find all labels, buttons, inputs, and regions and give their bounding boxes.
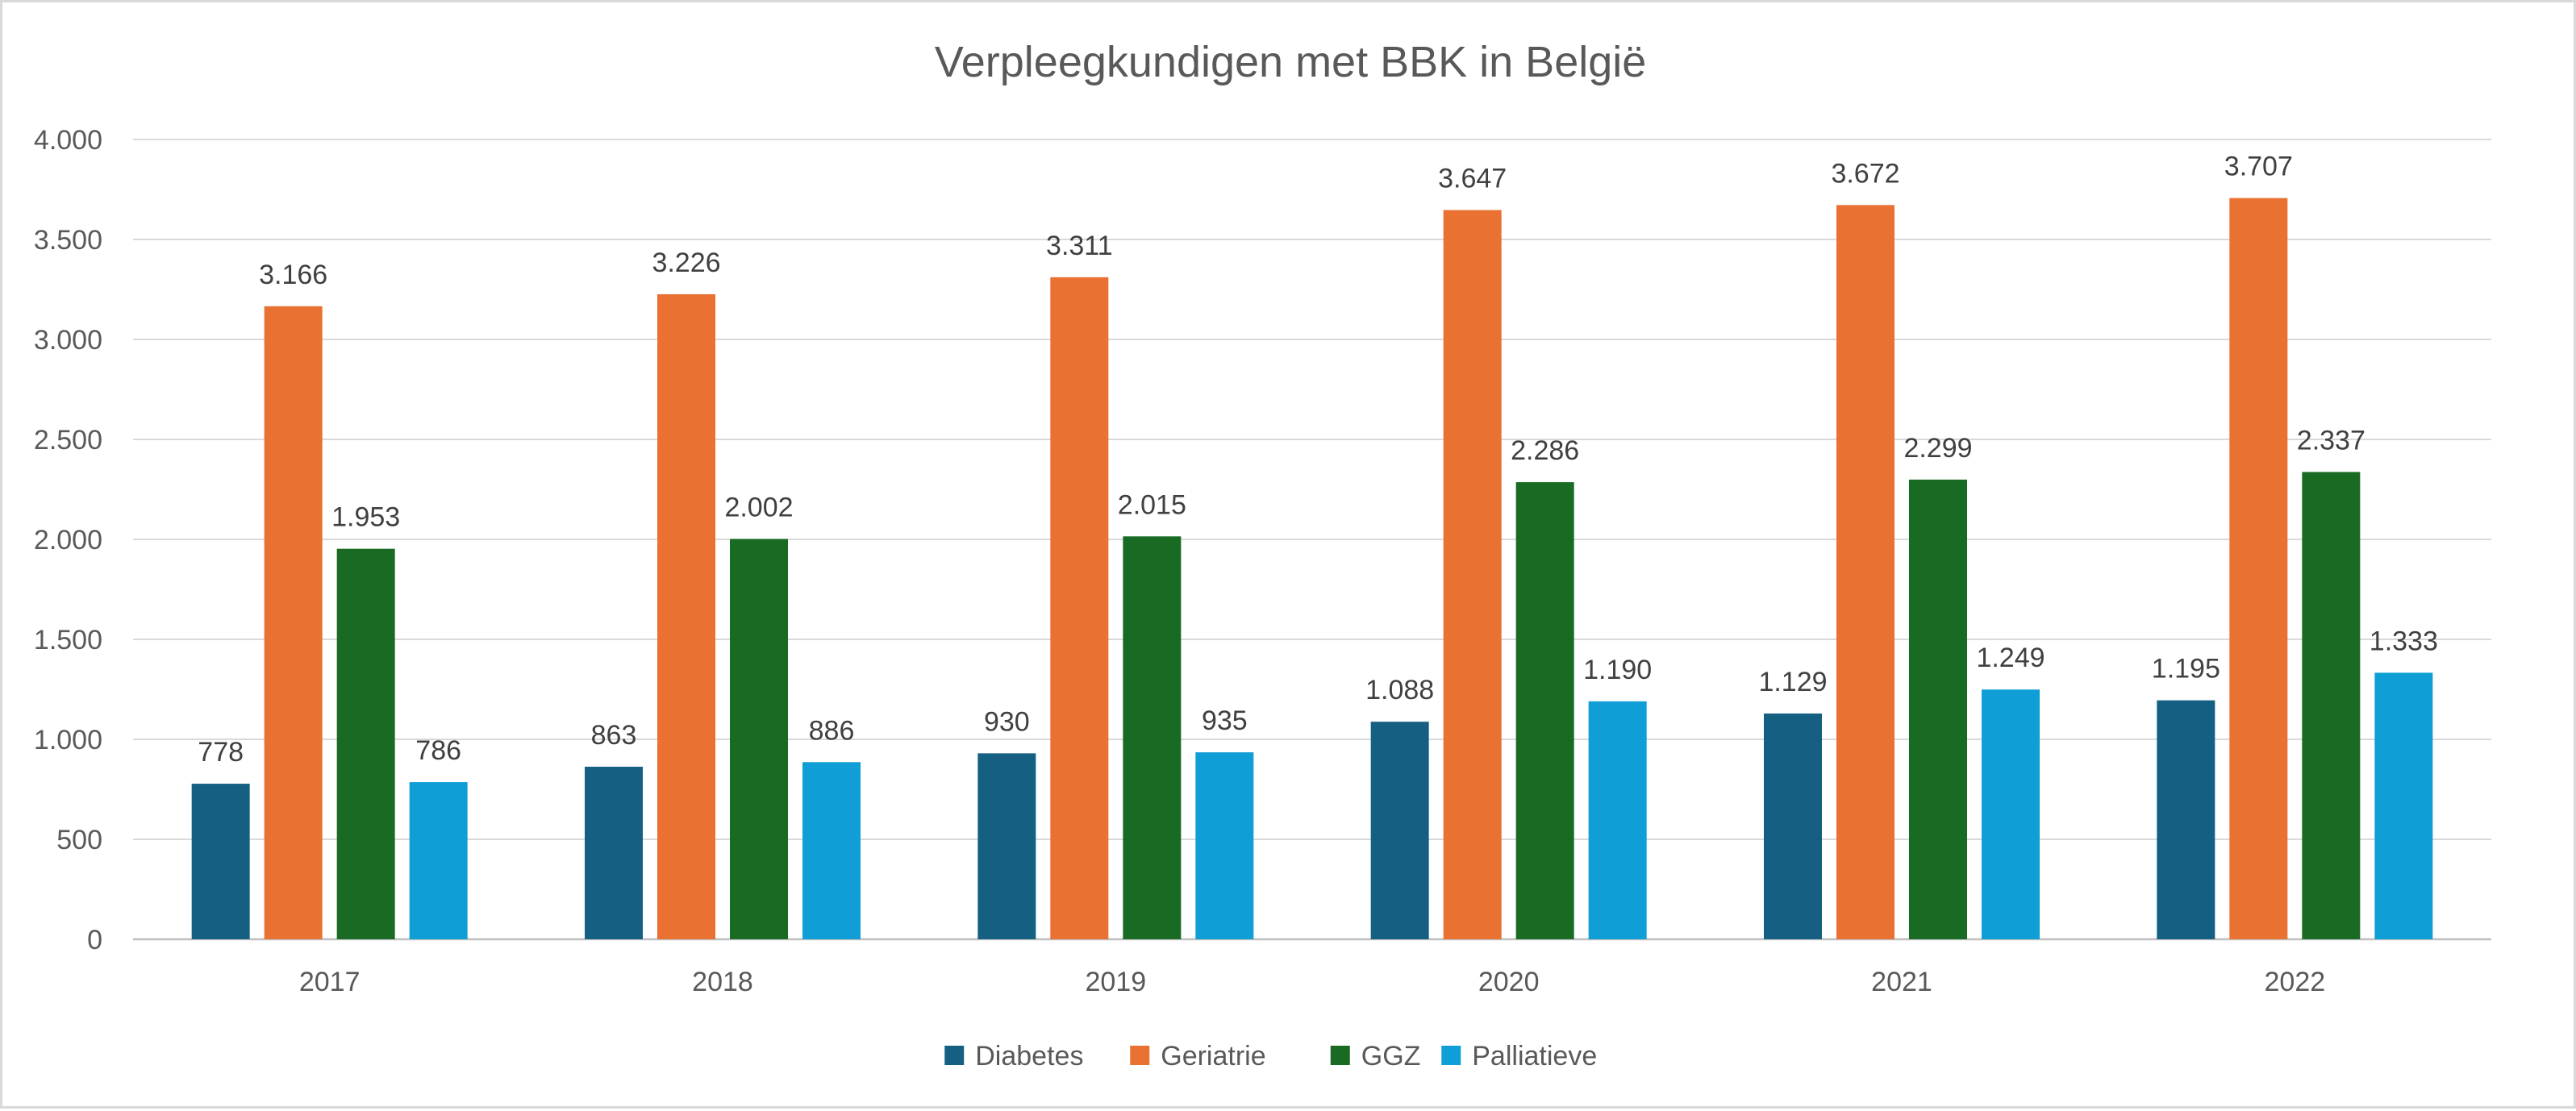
data-label-ggz-2022: 2.337 bbox=[2297, 425, 2366, 456]
bar-geriatrie-2021 bbox=[1836, 205, 1894, 939]
data-label-diabetes-2017: 778 bbox=[198, 737, 244, 768]
data-label-ggz-2021: 2.299 bbox=[1903, 433, 1972, 464]
data-label-diabetes-2020: 1.088 bbox=[1365, 675, 1434, 705]
bar-geriatrie-2018 bbox=[657, 293, 715, 939]
data-label-ggz-2017: 1.953 bbox=[331, 502, 400, 533]
data-label-geriatrie-2021: 3.672 bbox=[1831, 158, 1899, 189]
y-tick-label: 1.500 bbox=[34, 625, 102, 655]
bar-ggz-2017 bbox=[336, 548, 395, 939]
legend-item-palliatieve: Palliatieve bbox=[1441, 1041, 1597, 1071]
legend-label: GGZ bbox=[1361, 1041, 1421, 1071]
gridlines bbox=[133, 139, 2491, 941]
x-axis-ticks: 2017 2018 2019 2020 2021 2022 bbox=[299, 967, 2325, 997]
data-label-diabetes-2022: 1.195 bbox=[2152, 654, 2220, 684]
bars bbox=[191, 198, 2433, 939]
data-label-diabetes-2019: 930 bbox=[984, 706, 1030, 737]
legend-label: Geriatrie bbox=[1161, 1041, 1265, 1071]
bar-diabetes-2022 bbox=[2157, 700, 2215, 939]
bar-ggz-2022 bbox=[2302, 472, 2361, 939]
bar-diabetes-2018 bbox=[585, 766, 643, 939]
x-tick-label: 2017 bbox=[299, 967, 361, 997]
legend-swatch bbox=[944, 1046, 965, 1065]
bar-geriatrie-2017 bbox=[264, 306, 323, 939]
data-label-palliatieve-2022: 1.333 bbox=[2370, 626, 2438, 656]
data-label-palliatieve-2020: 1.190 bbox=[1583, 655, 1652, 685]
y-tick-label: 0 bbox=[87, 925, 102, 955]
bar-ggz-2021 bbox=[1909, 479, 1967, 939]
data-label-geriatrie-2017: 3.166 bbox=[259, 260, 327, 290]
bar-palliatieve-2019 bbox=[1195, 752, 1254, 939]
bar-geriatrie-2019 bbox=[1050, 277, 1109, 939]
bar-palliatieve-2018 bbox=[802, 762, 861, 939]
legend: Diabetes Geriatrie GGZ Palliatieve bbox=[944, 1041, 1597, 1071]
bar-diabetes-2021 bbox=[1764, 714, 1822, 939]
bar-ggz-2019 bbox=[1123, 536, 1182, 939]
legend-item-diabetes: Diabetes bbox=[944, 1041, 1083, 1071]
y-tick-label: 2.000 bbox=[34, 525, 102, 556]
chart-title: Verpleegkundigen met BBK in België bbox=[935, 38, 1647, 86]
bar-diabetes-2019 bbox=[977, 753, 1036, 939]
bar-palliatieve-2017 bbox=[409, 782, 468, 939]
data-label-ggz-2018: 2.002 bbox=[724, 493, 793, 523]
legend-item-ggz: GGZ bbox=[1330, 1041, 1421, 1071]
y-axis-ticks: 0 500 1.000 1.500 2.000 2.500 3.000 3.500 4.000 bbox=[34, 125, 102, 955]
legend-swatch bbox=[1330, 1046, 1350, 1065]
y-tick-label: 4.000 bbox=[34, 125, 102, 156]
legend-swatch bbox=[1441, 1046, 1461, 1065]
data-label-palliatieve-2019: 935 bbox=[1202, 705, 1248, 736]
bar-diabetes-2017 bbox=[191, 784, 250, 939]
legend-label: Palliatieve bbox=[1472, 1041, 1597, 1071]
bar-palliatieve-2022 bbox=[2374, 672, 2433, 939]
bar-ggz-2020 bbox=[1515, 482, 1574, 939]
data-labels: 778 3.166 1.953 786 863 3.226 2.002 886 930 3.311… bbox=[198, 152, 2438, 768]
data-label-palliatieve-2017: 786 bbox=[415, 735, 461, 766]
y-tick-label: 1.000 bbox=[34, 725, 102, 755]
data-label-ggz-2020: 2.286 bbox=[1511, 435, 1579, 466]
data-label-diabetes-2018: 863 bbox=[591, 720, 637, 751]
data-label-ggz-2019: 2.015 bbox=[1118, 489, 1186, 520]
x-tick-label: 2020 bbox=[1478, 967, 1540, 997]
bar-ggz-2018 bbox=[730, 539, 788, 939]
x-tick-label: 2018 bbox=[692, 967, 753, 997]
legend-swatch bbox=[1130, 1046, 1150, 1065]
x-tick-label: 2019 bbox=[1086, 967, 1147, 997]
x-tick-label: 2022 bbox=[2265, 967, 2326, 997]
y-tick-label: 500 bbox=[56, 825, 102, 855]
bar-geriatrie-2020 bbox=[1443, 210, 1502, 939]
data-label-palliatieve-2021: 1.249 bbox=[1976, 643, 2045, 673]
bar-diabetes-2020 bbox=[1370, 722, 1429, 939]
y-tick-label: 3.000 bbox=[34, 325, 102, 356]
bar-geriatrie-2022 bbox=[2229, 198, 2288, 939]
x-tick-label: 2021 bbox=[1871, 967, 1932, 997]
data-label-diabetes-2021: 1.129 bbox=[1758, 667, 1827, 697]
y-tick-label: 2.500 bbox=[34, 425, 102, 456]
legend-item-geriatrie: Geriatrie bbox=[1130, 1041, 1266, 1071]
data-label-geriatrie-2019: 3.311 bbox=[1046, 231, 1113, 261]
bar-palliatieve-2020 bbox=[1588, 701, 1647, 939]
data-label-geriatrie-2022: 3.707 bbox=[2224, 152, 2293, 182]
data-label-palliatieve-2018: 886 bbox=[809, 715, 855, 746]
legend-label: Diabetes bbox=[975, 1041, 1083, 1071]
y-tick-label: 3.500 bbox=[34, 225, 102, 256]
data-label-geriatrie-2020: 3.647 bbox=[1438, 164, 1507, 194]
bar-palliatieve-2021 bbox=[1982, 689, 2040, 939]
data-label-geriatrie-2018: 3.226 bbox=[652, 248, 720, 278]
